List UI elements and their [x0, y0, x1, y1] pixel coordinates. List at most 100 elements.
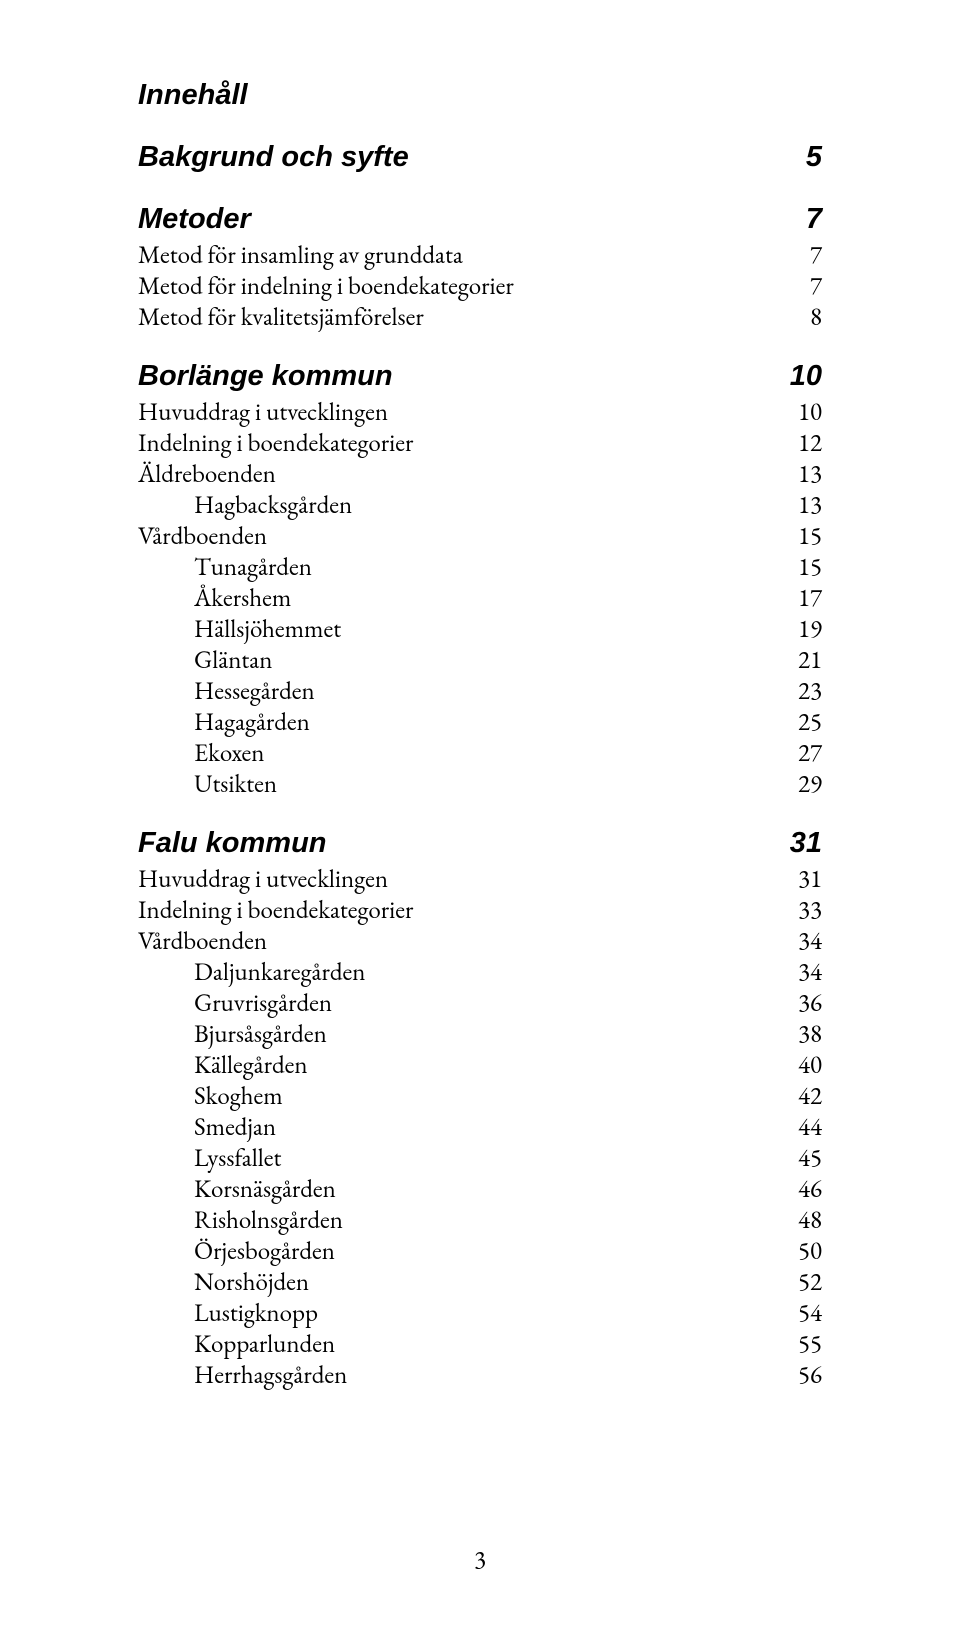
toc-entry-label: Lustigknopp	[138, 1298, 318, 1329]
toc-entry-page: 56	[782, 1360, 822, 1391]
toc-entry-label: Norshöjden	[138, 1267, 309, 1298]
toc-entry: Utsikten 29	[138, 769, 822, 800]
toc-entry-label: Källegården	[138, 1050, 308, 1081]
toc-entry: Risholnsgården 48	[138, 1205, 822, 1236]
toc-entry-page: 13	[782, 490, 822, 521]
toc-entry-label: Bjursåsgården	[138, 1019, 327, 1050]
toc-entry-label: Lyssfallet	[138, 1143, 281, 1174]
toc-entry-label: Hagagården	[138, 707, 310, 738]
section-heading-label: Metoder	[138, 202, 251, 238]
toc-entry: Gläntan 21	[138, 645, 822, 676]
toc-entry-page: 29	[782, 769, 822, 800]
toc-entry-page: 8	[782, 302, 822, 333]
toc-entry-label: Gläntan	[138, 645, 272, 676]
toc-entry: Lustigknopp 54	[138, 1298, 822, 1329]
toc-entry-label: Ekoxen	[138, 738, 264, 769]
toc-entry-page: 33	[782, 895, 822, 926]
section-heading-page: 5	[782, 140, 822, 176]
page: Innehåll Bakgrund och syfte 5 Metoder 7 …	[0, 0, 960, 1636]
section-heading-label: Borlänge kommun	[138, 359, 393, 395]
toc-title-row: Innehåll	[138, 78, 822, 114]
toc-entry-page: 50	[782, 1236, 822, 1267]
toc-entry: Örjesbogården 50	[138, 1236, 822, 1267]
toc-entry-page: 34	[782, 926, 822, 957]
toc-entry-label: Herrhagsgården	[138, 1360, 347, 1391]
toc-entry-page: 25	[782, 707, 822, 738]
section-heading-label: Falu kommun	[138, 826, 327, 862]
toc-entry: Korsnäsgården 46	[138, 1174, 822, 1205]
toc-entry: Hagbacksgården 13	[138, 490, 822, 521]
section-heading-page: 7	[782, 202, 822, 238]
toc-entry-page: 36	[782, 988, 822, 1019]
toc-entry-label: Skoghem	[138, 1081, 283, 1112]
toc-entry-page: 12	[782, 428, 822, 459]
toc-entry-label: Vårdboenden	[138, 926, 267, 957]
toc-entry: Vårdboenden 15	[138, 521, 822, 552]
toc-entry-label: Hessegården	[138, 676, 315, 707]
section-heading: Metoder 7	[138, 202, 822, 238]
toc-entry: Indelning i boendekategorier 33	[138, 895, 822, 926]
toc-entry: Källegården 40	[138, 1050, 822, 1081]
toc-entry-label: Utsikten	[138, 769, 277, 800]
toc-entry-page: 7	[782, 271, 822, 302]
footer-page-number: 3	[0, 1544, 960, 1576]
toc-entry-label: Äldreboenden	[138, 459, 276, 490]
toc-entry-label: Tunagården	[138, 552, 312, 583]
toc-entry-label: Gruvrisgården	[138, 988, 332, 1019]
toc-entry: Herrhagsgården 56	[138, 1360, 822, 1391]
toc-entry-label: Örjesbogården	[138, 1236, 335, 1267]
section-heading: Falu kommun 31	[138, 826, 822, 862]
toc-entry: Äldreboenden 13	[138, 459, 822, 490]
toc-entry-page: 52	[782, 1267, 822, 1298]
toc-entry-label: Kopparlunden	[138, 1329, 335, 1360]
toc-entry: Vårdboenden 34	[138, 926, 822, 957]
toc-entry-page: 54	[782, 1298, 822, 1329]
toc-entry-page: 34	[782, 957, 822, 988]
toc-entry-page: 21	[782, 645, 822, 676]
toc-entry-page: 15	[782, 552, 822, 583]
toc-entry: Metod för indelning i boendekategorier 7	[138, 271, 822, 302]
toc-entry: Norshöjden 52	[138, 1267, 822, 1298]
toc-entry: Gruvrisgården 36	[138, 988, 822, 1019]
toc-entry-page: 48	[782, 1205, 822, 1236]
toc-entry: Tunagården 15	[138, 552, 822, 583]
toc-entry-label: Metod för indelning i boendekategorier	[138, 271, 514, 302]
toc-entry-label: Hagbacksgården	[138, 490, 352, 521]
toc-entry: Bjursåsgården 38	[138, 1019, 822, 1050]
toc-entry-page: 40	[782, 1050, 822, 1081]
toc-entry: Åkershem 17	[138, 583, 822, 614]
section-heading-page: 10	[782, 359, 822, 395]
toc-entry-label: Risholnsgården	[138, 1205, 343, 1236]
toc-entry-label: Åkershem	[138, 583, 291, 614]
toc-entry-page: 17	[782, 583, 822, 614]
toc-entry-page: 44	[782, 1112, 822, 1143]
toc-entry: Kopparlunden 55	[138, 1329, 822, 1360]
toc-entry: Indelning i boendekategorier 12	[138, 428, 822, 459]
section-heading: Borlänge kommun 10	[138, 359, 822, 395]
toc-entry-label: Hällsjöhemmet	[138, 614, 341, 645]
toc-entry: Hagagården 25	[138, 707, 822, 738]
toc-entry: Metod för kvalitetsjämförelser 8	[138, 302, 822, 333]
toc-entry-label: Vårdboenden	[138, 521, 267, 552]
toc-entry-page: 31	[782, 864, 822, 895]
toc-entry-label: Indelning i boendekategorier	[138, 428, 413, 459]
toc-entry-page: 42	[782, 1081, 822, 1112]
toc-entry: Daljunkaregården 34	[138, 957, 822, 988]
section-heading-label: Bakgrund och syfte	[138, 140, 409, 176]
toc-entry-label: Metod för kvalitetsjämförelser	[138, 302, 424, 333]
toc-entry-page: 15	[782, 521, 822, 552]
toc-entry-label: Smedjan	[138, 1112, 276, 1143]
toc-entry: Huvuddrag i utvecklingen 10	[138, 397, 822, 428]
toc-entry-label: Daljunkaregården	[138, 957, 365, 988]
toc-entry-page: 55	[782, 1329, 822, 1360]
toc-entry: Huvuddrag i utvecklingen 31	[138, 864, 822, 895]
section-heading-page: 31	[782, 826, 822, 862]
toc-entry: Hessegården 23	[138, 676, 822, 707]
toc-entry-page: 46	[782, 1174, 822, 1205]
toc-entry-label: Indelning i boendekategorier	[138, 895, 413, 926]
toc-entry-page: 10	[782, 397, 822, 428]
section-heading: Bakgrund och syfte 5	[138, 140, 822, 176]
toc-entry-page: 13	[782, 459, 822, 490]
toc-entry: Metod för insamling av grunddata 7	[138, 240, 822, 271]
toc-entry-page: 45	[782, 1143, 822, 1174]
